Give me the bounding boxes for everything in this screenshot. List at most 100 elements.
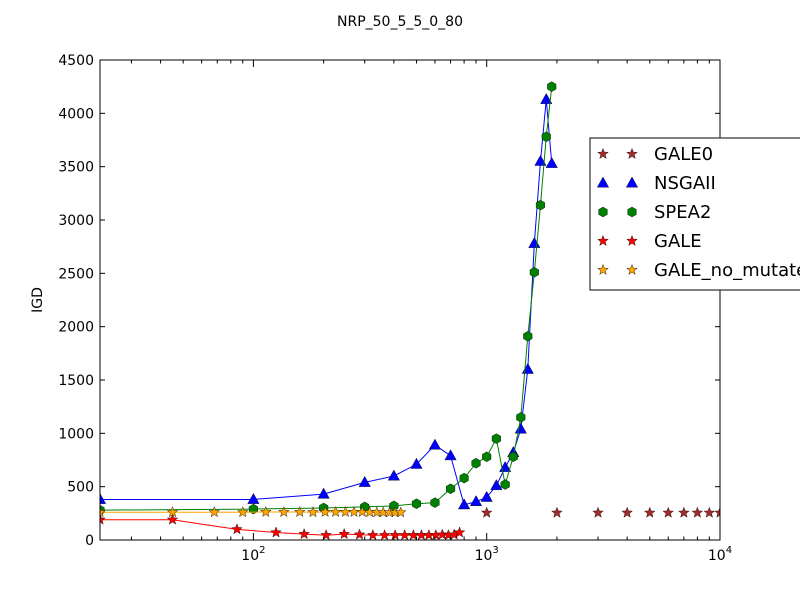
x-tick-label: 104 <box>708 545 732 564</box>
data-point-nsgaii <box>428 438 441 450</box>
data-point-gale0 <box>703 506 716 518</box>
data-point-gale <box>298 528 310 540</box>
data-point-nsgaii <box>514 422 527 434</box>
y-tick-label: 1500 <box>58 373 94 389</box>
data-point-spea2 <box>248 503 258 515</box>
legend-item-gale: GALE <box>597 231 702 252</box>
legend-label: GALE0 <box>654 144 713 165</box>
data-point-spea2 <box>523 331 533 342</box>
legend-marker <box>597 234 609 246</box>
data-point-gale0 <box>592 506 604 518</box>
x-tick-label: 102 <box>241 545 265 564</box>
series-line-nsgaii <box>100 99 553 506</box>
data-point-gale0 <box>691 506 704 518</box>
legend-marker <box>598 206 608 218</box>
data-point-gale-no-mutate <box>260 505 272 517</box>
data-point-nsgaii <box>247 493 260 504</box>
y-tick-label: 500 <box>67 480 94 496</box>
y-tick-label: 2500 <box>58 266 94 282</box>
data-point-nsgaii <box>317 487 330 499</box>
data-point-spea2 <box>491 433 501 444</box>
data-point-spea2 <box>500 479 510 490</box>
legend-marker <box>596 176 610 188</box>
data-point-spea2 <box>529 267 539 278</box>
series-gale0 <box>480 506 720 518</box>
data-point-gale-no-mutate <box>348 505 360 517</box>
data-point-gale0 <box>643 506 656 518</box>
data-point-spea2 <box>471 457 481 469</box>
data-point-gale-no-mutate <box>319 505 331 517</box>
data-point-gale-no-mutate <box>208 506 221 518</box>
data-point-nsgaii <box>545 157 558 168</box>
data-point-gale <box>453 526 466 538</box>
data-point-spea2 <box>535 199 545 211</box>
data-point-nsgaii <box>444 449 457 461</box>
data-point-nsgaii <box>469 495 483 506</box>
chart-title: NRP_50_5_5_0_80 <box>337 14 463 30</box>
data-point-nsgaii <box>480 490 493 502</box>
legend-label: GALE <box>654 231 702 252</box>
data-point-gale0 <box>714 506 720 518</box>
data-point-nsgaii <box>521 362 534 374</box>
data-point-gale-no-mutate <box>394 506 407 518</box>
data-point-spea2 <box>482 451 492 463</box>
data-point-gale0 <box>662 506 675 518</box>
legend-marker <box>626 263 638 275</box>
data-point-gale-no-mutate <box>293 505 306 517</box>
data-point-nsgaii <box>358 475 371 487</box>
data-point-gale <box>320 529 332 540</box>
data-point-gale <box>398 529 411 540</box>
data-point-spea2 <box>411 498 422 509</box>
data-point-spea2 <box>541 131 551 143</box>
y-tick-label: 1000 <box>58 426 94 442</box>
data-point-gale <box>338 528 350 540</box>
data-point-gale <box>353 528 366 540</box>
legend-marker <box>626 147 638 159</box>
data-point-gale0 <box>551 506 563 518</box>
series-line-spea2 <box>100 86 553 511</box>
legend-box <box>589 137 800 291</box>
axes: 0 500 1000 1500 2000 2500 3000 3500 4000 4500 102 1… <box>58 53 732 564</box>
data-point-spea2 <box>508 451 518 463</box>
data-point-nsgaii <box>490 479 503 490</box>
legend: GALE0 NSGAII SPEA2 GALE GALE_no_mutate <box>589 137 800 291</box>
legend-marker <box>626 234 638 246</box>
data-point-gale <box>389 529 401 540</box>
data-point-spea2 <box>430 497 440 508</box>
data-point-gale-no-mutate <box>166 506 179 518</box>
data-point-gale-no-mutate <box>339 505 352 517</box>
y-tick-label: 3500 <box>58 160 94 176</box>
legend-item-nsgaii: NSGAII <box>596 173 716 194</box>
legend-label: NSGAII <box>654 173 716 194</box>
legend-marker <box>627 206 637 218</box>
plot-frame <box>99 59 721 541</box>
y-tick-label: 4500 <box>58 53 94 69</box>
data-point-gale-no-mutate <box>307 506 319 518</box>
data-point-nsgaii <box>540 93 553 104</box>
legend-marker <box>597 263 609 275</box>
data-point-gale <box>407 529 420 540</box>
data-point-gale <box>270 526 282 538</box>
x-tick-label: 103 <box>475 545 499 564</box>
data-point-spea2 <box>389 500 399 512</box>
series-spea2 <box>100 81 557 516</box>
data-point-gale <box>100 513 106 525</box>
legend-marker <box>597 147 609 159</box>
data-point-nsgaii <box>534 154 547 166</box>
data-point-spea2 <box>547 81 557 92</box>
data-point-gale <box>367 529 379 540</box>
legend-label: SPEA2 <box>654 202 711 223</box>
data-point-gale-no-mutate <box>100 506 106 518</box>
legend-item-spea2: SPEA2 <box>598 202 711 223</box>
data-point-gale0 <box>621 506 633 518</box>
y-tick-label: 0 <box>85 533 94 549</box>
data-point-nsgaii <box>458 498 471 510</box>
data-point-spea2 <box>459 472 469 484</box>
data-point-spea2 <box>446 483 456 495</box>
data-point-spea2 <box>516 412 526 423</box>
data-point-nsgaii <box>387 469 400 481</box>
series-gale-no-mutate <box>100 505 407 518</box>
data-point-nsgaii <box>410 457 423 469</box>
data-point-gale-no-mutate <box>329 505 342 517</box>
